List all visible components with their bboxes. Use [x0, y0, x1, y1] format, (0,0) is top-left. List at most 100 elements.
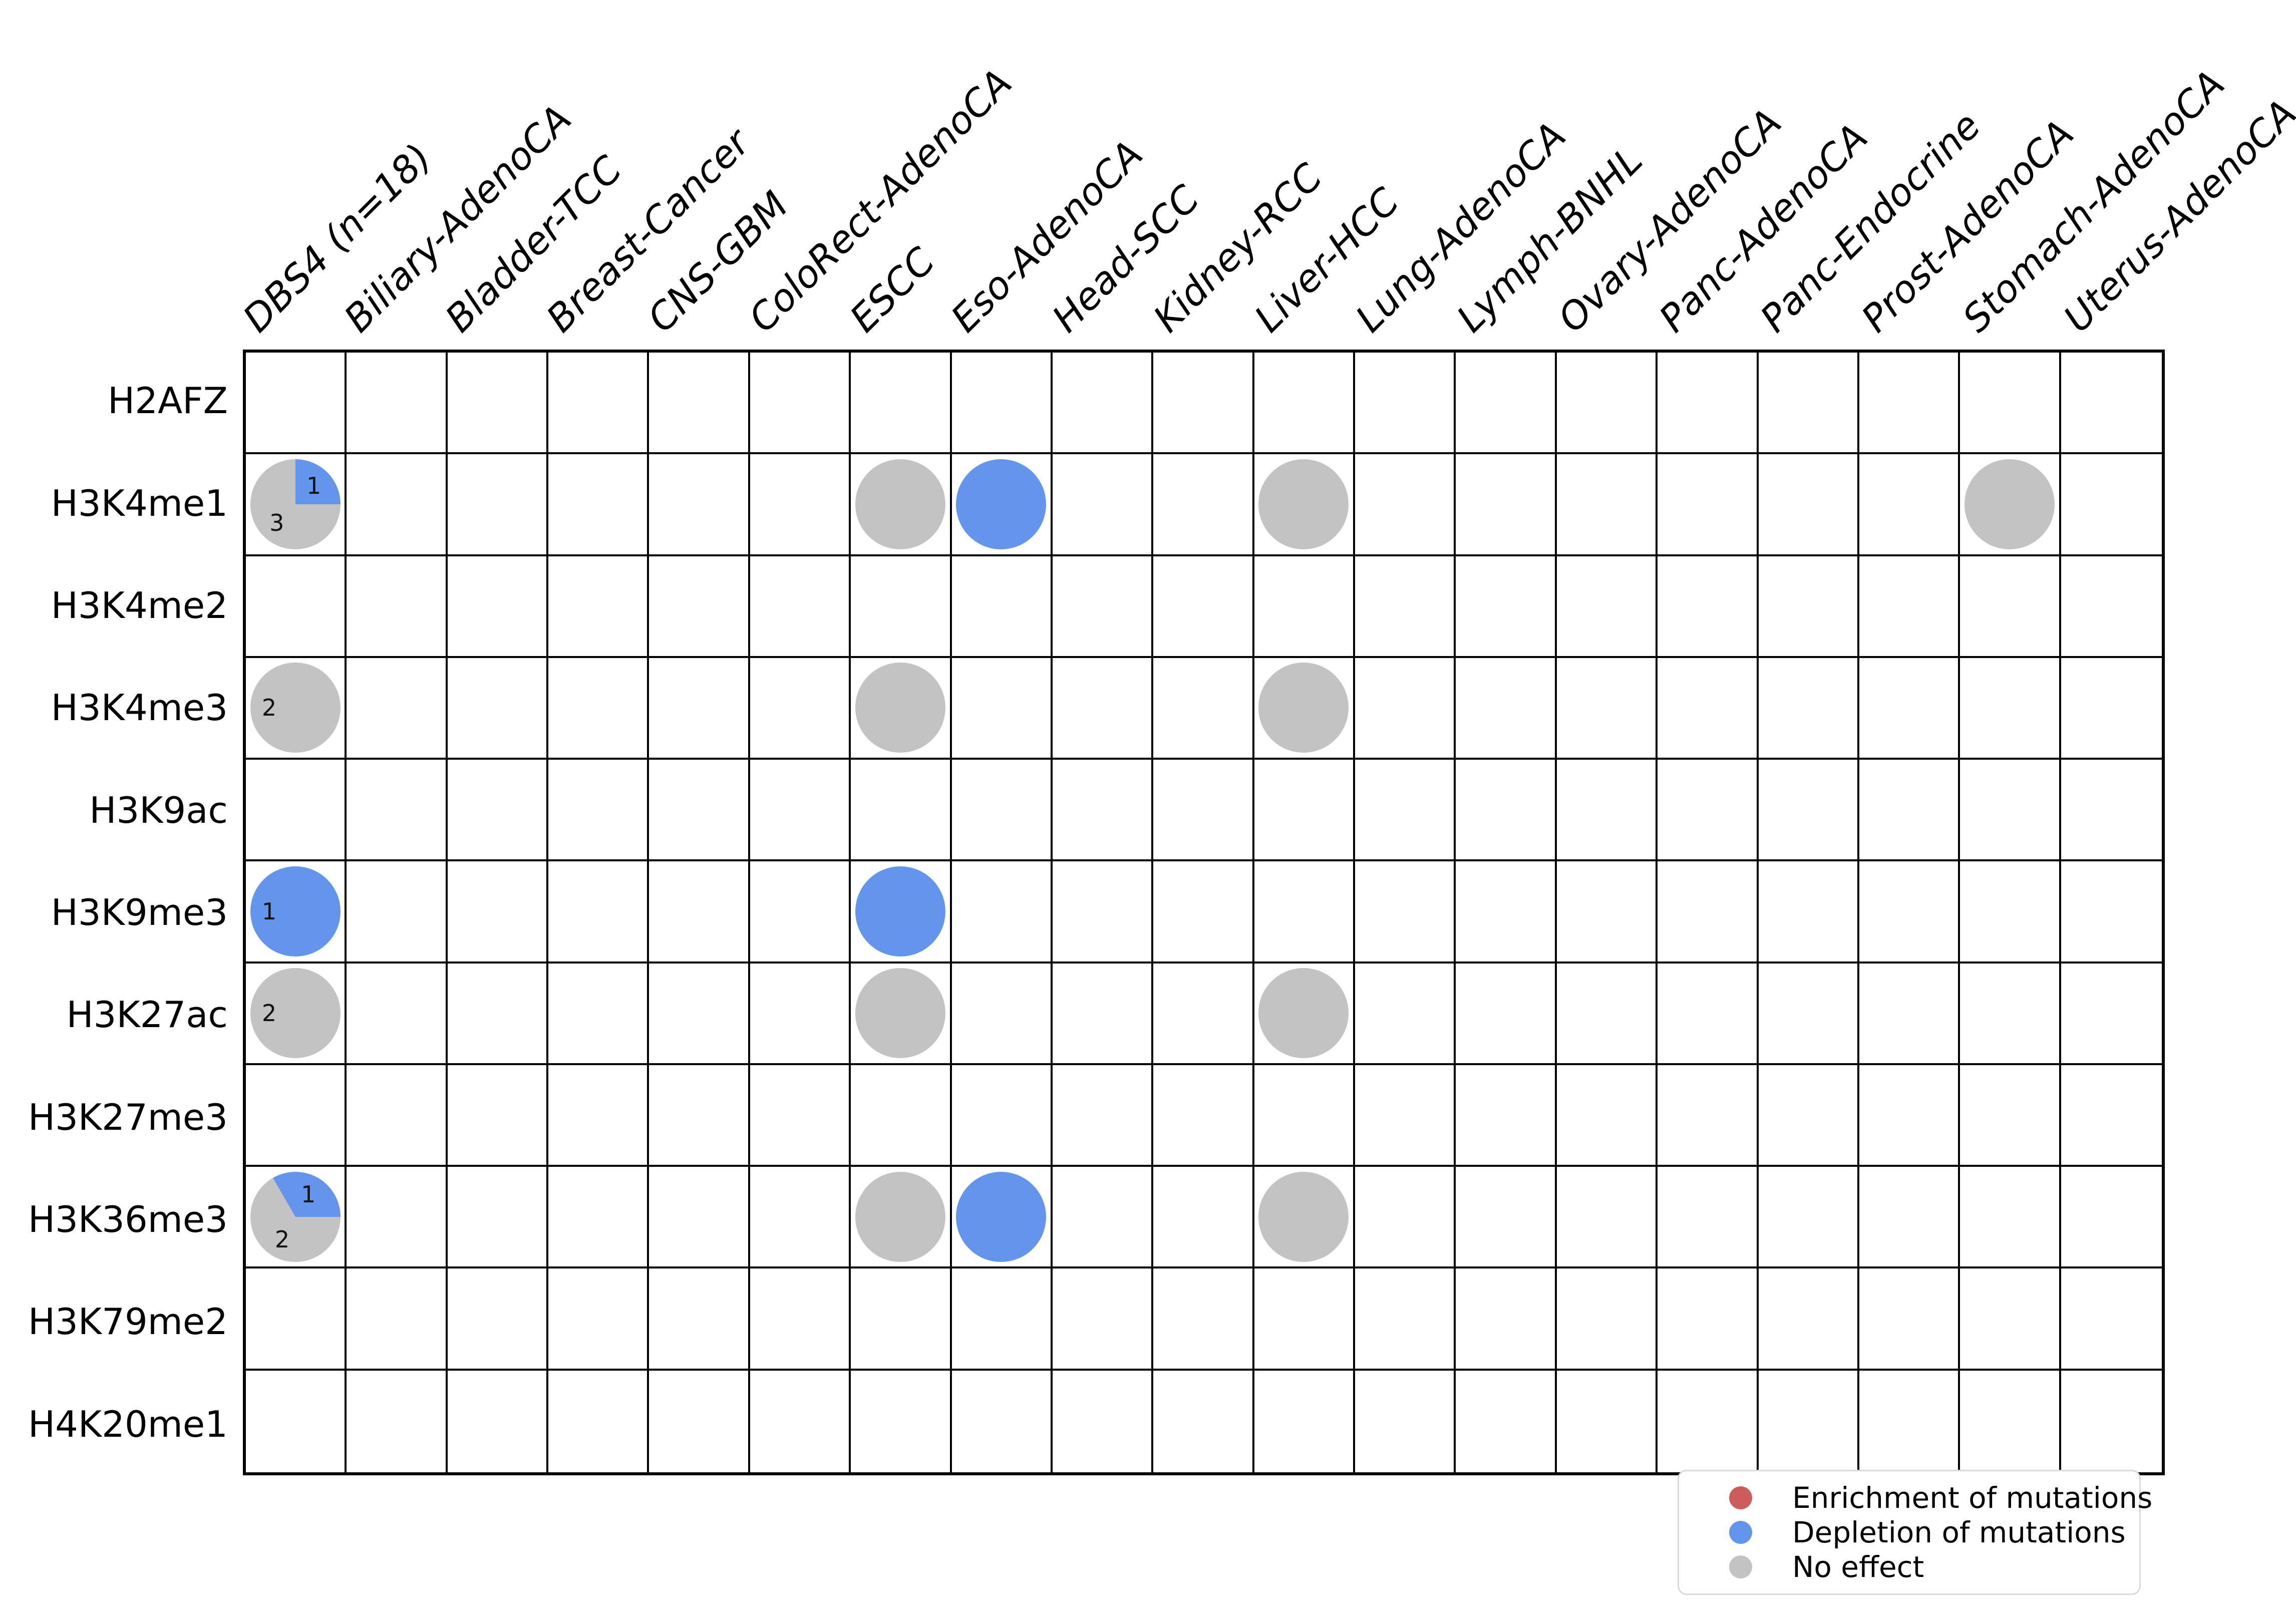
grid-cell	[851, 454, 952, 556]
legend-item: Enrichment of mutations	[1729, 1481, 2152, 1515]
grid-cell	[447, 1065, 549, 1167]
grid-cell	[548, 353, 649, 455]
grid-cell	[1758, 556, 1859, 658]
grid-cell	[1658, 861, 1759, 964]
grid-cell	[347, 658, 448, 760]
grid-cell	[548, 1167, 649, 1269]
grid-cell	[548, 658, 649, 760]
grid-cell	[951, 658, 1053, 760]
grid-cell	[1052, 963, 1154, 1065]
grid-cell	[1052, 861, 1154, 964]
grid-cell	[649, 658, 750, 760]
pie-chart: 2	[250, 663, 341, 753]
grid-cell	[1960, 1370, 2061, 1472]
grid-cell	[1556, 353, 1658, 455]
row-label: H3K27ac	[66, 994, 228, 1036]
row-label: H4K20me1	[28, 1403, 228, 1445]
grid-cell	[1556, 760, 1658, 862]
effect-dot	[855, 968, 945, 1059]
grid-cell	[1053, 1370, 1154, 1472]
grid-cell	[1052, 760, 1154, 862]
grid-cell	[952, 1370, 1053, 1472]
grid-cell	[2061, 760, 2162, 862]
grid-cell	[2061, 1371, 2162, 1472]
legend-dot-depletion	[1729, 1520, 1752, 1544]
grid-cell	[1658, 1268, 1759, 1371]
grid-cell	[1859, 1268, 1960, 1371]
grid-cell	[649, 454, 750, 556]
grid-cell	[1456, 760, 1557, 862]
grid-cell	[851, 1370, 952, 1472]
grid-cell	[750, 556, 851, 658]
grid-cell	[1859, 760, 1960, 862]
grid-cell	[1355, 454, 1456, 556]
legend: Enrichment of mutations Depletion of muta…	[1678, 1470, 2152, 1595]
row-label: H3K27me3	[28, 1096, 228, 1138]
effect-dot	[956, 1171, 1047, 1262]
grid-cell	[951, 1167, 1053, 1269]
grid-cell	[1052, 454, 1154, 556]
grid-cell	[548, 1268, 649, 1371]
grid-cell	[750, 658, 851, 760]
grid-cell	[2061, 556, 2162, 658]
grid-cell	[447, 1167, 549, 1269]
grid-cell	[1355, 760, 1456, 862]
grid-cell	[1960, 556, 2061, 658]
grid-cell	[1153, 1370, 1254, 1472]
row-label: H3K4me3	[51, 687, 228, 729]
grid-cell	[246, 1268, 347, 1371]
grid-cell	[347, 861, 448, 964]
grid-cell	[246, 760, 347, 862]
grid-cell	[347, 1370, 448, 1472]
grid-cell	[447, 1268, 549, 1371]
grid-cell	[649, 353, 750, 455]
grid-cell	[1960, 353, 2061, 455]
grid-cell	[1859, 454, 1960, 556]
grid-cell	[2061, 861, 2162, 964]
grid-cell	[1254, 963, 1356, 1065]
grid-cell	[1859, 1370, 1960, 1472]
grid-cell	[1960, 1065, 2061, 1167]
pie-value-label: 1	[301, 1180, 316, 1208]
pie-value-label: 2	[274, 1226, 290, 1253]
row-label: H3K9ac	[89, 789, 228, 831]
grid-cell: 2	[246, 658, 347, 760]
grid-cell	[1153, 353, 1254, 455]
grid-cell	[1456, 1065, 1557, 1167]
grid-cell	[2061, 1268, 2162, 1371]
grid-cell	[951, 861, 1053, 964]
grid-cell	[649, 1268, 750, 1371]
grid-cell	[1456, 1167, 1557, 1269]
grid-cell	[750, 1268, 851, 1371]
grid-cell	[951, 353, 1053, 455]
grid-cell	[1556, 1167, 1658, 1269]
grid-cell	[1960, 658, 2061, 760]
grid-cell	[1556, 454, 1658, 556]
grid-cell	[347, 454, 448, 556]
grid-cell	[1658, 963, 1759, 1065]
grid-cell: 2	[246, 963, 347, 1065]
grid-cell	[1556, 861, 1658, 964]
grid-cell	[447, 353, 549, 455]
grid-cell	[1052, 1065, 1154, 1167]
grid-cell	[1556, 556, 1658, 658]
grid-cell	[1254, 1370, 1356, 1472]
grid-cell	[1153, 963, 1254, 1065]
grid-cell	[851, 760, 952, 862]
grid-cell	[1355, 1167, 1456, 1269]
row-label: H3K79me2	[28, 1301, 228, 1343]
grid-cell	[1456, 1268, 1557, 1371]
legend-item-label: Enrichment of mutations	[1792, 1480, 2153, 1515]
grid-cell	[649, 1167, 750, 1269]
grid-cell	[951, 1268, 1053, 1371]
effect-dot	[855, 866, 945, 956]
grid-cell	[851, 556, 952, 658]
grid-cell	[1254, 1167, 1356, 1269]
grid-cell	[1859, 658, 1960, 760]
grid-cell	[246, 353, 347, 455]
grid-cell	[1153, 658, 1254, 760]
legend-item-label: Depletion of mutations	[1792, 1515, 2126, 1549]
